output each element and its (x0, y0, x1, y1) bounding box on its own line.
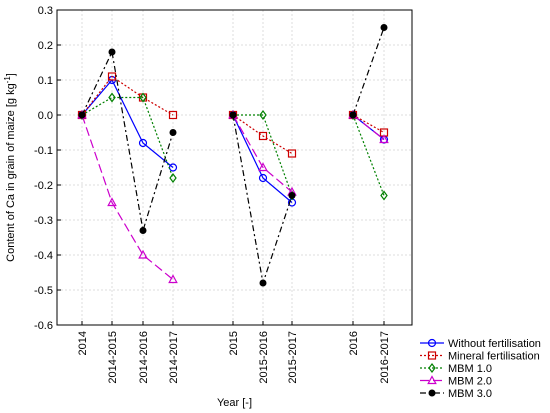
x-axis: 2014 2014-2015 2014-2016 2014-2017 2015 2015-… (77, 321, 391, 384)
x-tick-label: 2016-2017 (379, 331, 391, 384)
data-point (168, 110, 178, 120)
data-point (287, 149, 297, 158)
series-line (81, 96, 174, 179)
data-point (229, 111, 237, 119)
data-point (107, 197, 117, 207)
data-point (380, 24, 388, 31)
data-point (258, 131, 268, 141)
series-mbm-1-0 (78, 92, 388, 201)
series-line (352, 114, 385, 134)
series-line (81, 114, 174, 280)
legend-label: Without fertilisation (448, 338, 541, 350)
x-tick-label: 2014 (77, 331, 89, 355)
data-point (169, 173, 177, 183)
x-tick-label: 2015-2017 (287, 331, 299, 384)
data-point (428, 389, 436, 397)
data-point (107, 72, 117, 81)
data-point (108, 92, 116, 103)
y-tick-label: -0.6 (34, 320, 53, 332)
x-tick-label: 2014-2017 (168, 331, 180, 384)
data-point (138, 249, 148, 259)
x-tick-label: 2014-2015 (107, 331, 119, 384)
series-line (81, 78, 174, 168)
y-tick-label: 0.2 (38, 40, 53, 52)
grid (57, 9, 412, 326)
series-line (352, 114, 385, 140)
series-layer (77, 24, 389, 287)
data-point (138, 138, 148, 148)
y-axis: 0.3 0.2 0.1 0.0 -0.1 -0.2 -0.3 -0.4 -0.5 -0.6 (34, 5, 61, 332)
data-point (258, 173, 268, 183)
data-point (139, 227, 147, 234)
series-line (81, 75, 174, 116)
plot-area (56, 9, 413, 326)
data-point (288, 192, 296, 199)
series-line (233, 114, 293, 196)
x-tick-label: 2016 (348, 331, 360, 355)
legend-label: MBM 3.0 (448, 388, 492, 400)
data-point (428, 363, 436, 373)
y-tick-label: 0.3 (38, 5, 53, 17)
y-tick-label: -0.5 (34, 285, 53, 297)
series-line (232, 114, 293, 155)
series-mbm-3-0 (78, 24, 388, 287)
data-point (168, 274, 178, 284)
data-point (380, 190, 388, 201)
series-line (232, 114, 293, 193)
data-point (169, 129, 177, 136)
legend-label: Mineral fertilisation (448, 351, 540, 363)
legend-label: MBM 1.0 (448, 363, 492, 375)
x-tick-label: 2015-2016 (258, 331, 270, 384)
data-point (349, 111, 357, 119)
x-axis-label: Year [-] (217, 397, 252, 409)
y-tick-label: -0.3 (34, 215, 53, 227)
data-point (379, 134, 389, 144)
data-point (139, 92, 147, 103)
x-tick-label: 2015 (228, 331, 240, 355)
y-tick-label: 0.0 (38, 110, 53, 122)
legend-label: MBM 2.0 (448, 376, 492, 388)
data-point (427, 338, 437, 348)
data-point (258, 162, 268, 172)
data-point (78, 111, 86, 119)
data-point (108, 48, 116, 56)
y-tick-label: -0.2 (34, 180, 53, 192)
y-tick-label: 0.1 (38, 75, 53, 87)
data-point (427, 351, 437, 360)
series-line (352, 27, 385, 116)
y-axis-label: Content of Ca in grain of maize [g kg-1] (3, 73, 18, 262)
data-point (427, 375, 437, 385)
y-tick-label: -0.4 (34, 250, 53, 262)
series-line (232, 114, 293, 203)
series-mbm-2-0 (77, 109, 389, 284)
x-tick-label: 2014-2016 (138, 331, 150, 384)
data-point (259, 110, 267, 120)
y-tick-label: -0.1 (34, 145, 53, 157)
data-point (259, 279, 267, 287)
